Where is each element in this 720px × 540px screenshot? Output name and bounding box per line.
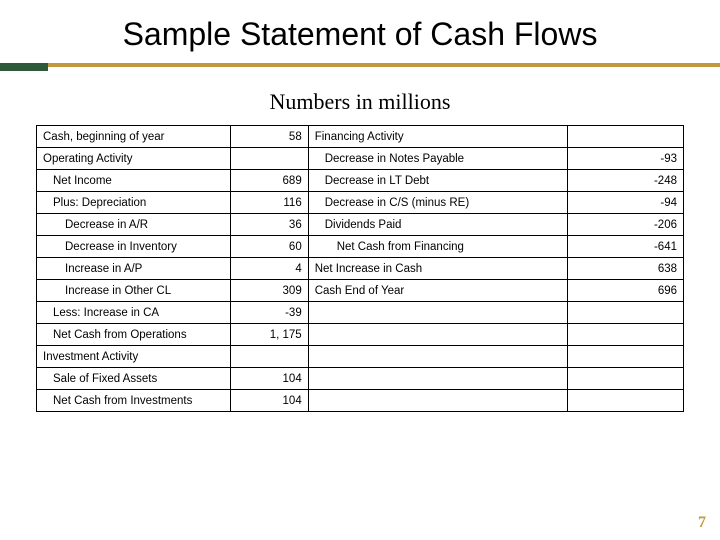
left-label: Sale of Fixed Assets <box>37 368 231 390</box>
left-label: Increase in A/P <box>37 258 231 280</box>
left-label: Cash, beginning of year <box>37 126 231 148</box>
table-row: Net Cash from Operations1, 175 <box>37 324 684 346</box>
right-label <box>308 302 567 324</box>
table-row: Cash, beginning of year58Financing Activ… <box>37 126 684 148</box>
right-label: Dividends Paid <box>308 214 567 236</box>
right-label: Financing Activity <box>308 126 567 148</box>
left-value: 104 <box>231 390 309 412</box>
right-label: Decrease in Notes Payable <box>308 148 567 170</box>
right-value: 638 <box>567 258 683 280</box>
left-label: Net Cash from Operations <box>37 324 231 346</box>
table-row: Increase in Other CL309Cash End of Year6… <box>37 280 684 302</box>
right-value <box>567 390 683 412</box>
right-value: -206 <box>567 214 683 236</box>
left-value: 60 <box>231 236 309 258</box>
left-value: 36 <box>231 214 309 236</box>
table-row: Investment Activity <box>37 346 684 368</box>
left-label: Decrease in A/R <box>37 214 231 236</box>
left-value: -39 <box>231 302 309 324</box>
right-label: Decrease in LT Debt <box>308 170 567 192</box>
table-row: Decrease in A/R36Dividends Paid-206 <box>37 214 684 236</box>
left-value: 309 <box>231 280 309 302</box>
right-value <box>567 126 683 148</box>
left-label: Plus: Depreciation <box>37 192 231 214</box>
left-value: 1, 175 <box>231 324 309 346</box>
right-label: Cash End of Year <box>308 280 567 302</box>
slide-title: Sample Statement of Cash Flows <box>0 0 720 63</box>
left-label: Net Income <box>37 170 231 192</box>
right-value: -248 <box>567 170 683 192</box>
left-label: Investment Activity <box>37 346 231 368</box>
right-label <box>308 368 567 390</box>
right-label <box>308 346 567 368</box>
left-value: 689 <box>231 170 309 192</box>
table-row: Net Cash from Investments104 <box>37 390 684 412</box>
left-value <box>231 346 309 368</box>
cashflow-table: Cash, beginning of year58Financing Activ… <box>36 125 684 412</box>
rule-green-accent <box>0 63 48 71</box>
left-value: 104 <box>231 368 309 390</box>
left-value <box>231 148 309 170</box>
right-label: Decrease in C/S (minus RE) <box>308 192 567 214</box>
left-label: Decrease in Inventory <box>37 236 231 258</box>
cashflow-table-wrap: Cash, beginning of year58Financing Activ… <box>0 125 720 412</box>
left-label: Less: Increase in CA <box>37 302 231 324</box>
left-value: 4 <box>231 258 309 280</box>
right-value <box>567 368 683 390</box>
left-label: Operating Activity <box>37 148 231 170</box>
right-label <box>308 390 567 412</box>
table-row: Net Income689Decrease in LT Debt-248 <box>37 170 684 192</box>
title-rule <box>0 63 720 71</box>
table-row: Plus: Depreciation116Decrease in C/S (mi… <box>37 192 684 214</box>
table-row: Decrease in Inventory60Net Cash from Fin… <box>37 236 684 258</box>
right-value: 696 <box>567 280 683 302</box>
right-value <box>567 346 683 368</box>
slide-subtitle: Numbers in millions <box>0 89 720 115</box>
right-label: Net Cash from Financing <box>308 236 567 258</box>
right-label: Net Increase in Cash <box>308 258 567 280</box>
left-label: Net Cash from Investments <box>37 390 231 412</box>
right-value <box>567 324 683 346</box>
right-value: -641 <box>567 236 683 258</box>
table-row: Less: Increase in CA-39 <box>37 302 684 324</box>
rule-gold <box>0 63 720 67</box>
table-row: Increase in A/P4Net Increase in Cash638 <box>37 258 684 280</box>
left-value: 58 <box>231 126 309 148</box>
right-label <box>308 324 567 346</box>
table-row: Sale of Fixed Assets104 <box>37 368 684 390</box>
table-row: Operating Activity Decrease in Notes Paya… <box>37 148 684 170</box>
left-value: 116 <box>231 192 309 214</box>
left-label: Increase in Other CL <box>37 280 231 302</box>
right-value: -93 <box>567 148 683 170</box>
right-value <box>567 302 683 324</box>
right-value: -94 <box>567 192 683 214</box>
page-number: 7 <box>698 514 706 532</box>
